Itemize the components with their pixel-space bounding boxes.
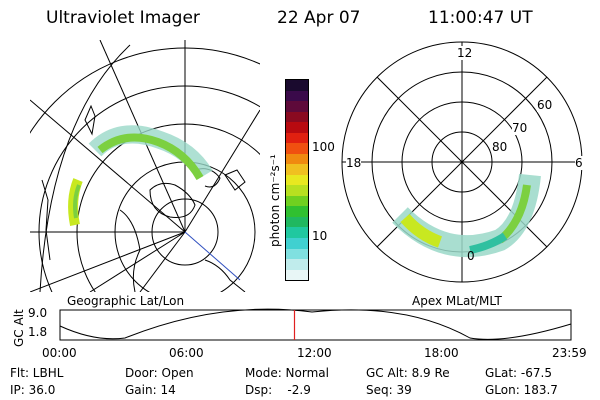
colorbar-segment xyxy=(286,216,308,228)
colorbar-segment xyxy=(286,248,308,260)
mlat-label-70: 70 xyxy=(512,121,528,135)
glat-status: GLat: -67.5 xyxy=(485,366,552,380)
colorbar-segment xyxy=(286,227,308,238)
time-tick-1200: 12:00 xyxy=(297,346,332,360)
time-label: 11:00:47 UT xyxy=(428,8,533,28)
colorbar-unit-label: photon cm⁻²s⁻¹ xyxy=(268,154,282,247)
instrument-title: Ultraviolet Imager xyxy=(46,8,200,28)
time-tick-0600: 06:00 xyxy=(169,346,204,360)
colorbar-segment xyxy=(286,185,308,196)
time-tick-1800: 18:00 xyxy=(424,346,459,360)
door-status: Door: Open xyxy=(125,366,194,380)
mlt-label-12: 12 xyxy=(457,46,473,60)
colorbar-segment xyxy=(286,164,308,175)
gc-alt-status: GC Alt: 8.9 Re xyxy=(366,366,450,380)
colorbar-tick-100: 100 xyxy=(312,140,335,154)
colorbar-segment xyxy=(286,143,308,154)
time-tick-0000: 00:00 xyxy=(42,346,77,360)
colorbar-segment xyxy=(286,101,308,112)
dsp-status: Dsp: -2.9 xyxy=(245,383,311,397)
glon-status: GLon: 183.7 xyxy=(485,383,558,397)
colorbar-segment xyxy=(286,259,308,270)
time-tick-2359: 23:59 xyxy=(552,346,587,360)
colorbar xyxy=(285,79,309,281)
colorbar-segment xyxy=(286,269,308,281)
geographic-label: Geographic Lat/Lon xyxy=(67,294,185,308)
colorbar-segment xyxy=(286,111,308,123)
colorbar-segment xyxy=(286,90,308,102)
gc-alt-tick-1-8: 1.8 xyxy=(28,325,48,339)
colorbar-segment xyxy=(286,237,308,249)
seq-status: Seq: 39 xyxy=(366,383,412,397)
date-label: 22 Apr 07 xyxy=(277,8,361,28)
gc-alt-tick-9: 9.0 xyxy=(28,306,48,320)
mlt-label-6: 6 xyxy=(575,156,583,170)
mlt-label-0: 0 xyxy=(467,249,475,263)
mlt-label-18: 18 xyxy=(346,156,362,170)
colorbar-segment xyxy=(286,195,308,207)
colorbar-tick-10: 10 xyxy=(312,229,328,243)
colorbar-segment xyxy=(286,132,308,144)
colorbar-segment xyxy=(286,153,308,165)
ip-status: IP: 36.0 xyxy=(10,383,56,397)
colorbar-segment xyxy=(286,174,308,186)
mode-status: Mode: Normal xyxy=(245,366,329,380)
colorbar-segment xyxy=(286,122,308,133)
colorbar-segment xyxy=(286,80,308,91)
gain-status: Gain: 14 xyxy=(125,383,176,397)
colorbar-segment xyxy=(286,206,308,217)
gc-alt-axis-label: GC Alt xyxy=(12,309,26,347)
filter-status: Flt: LBHL xyxy=(10,366,64,380)
apex-label: Apex MLat/MLT xyxy=(412,294,502,308)
mlat-label-60: 60 xyxy=(537,98,553,112)
mlat-label-80: 80 xyxy=(492,140,508,154)
